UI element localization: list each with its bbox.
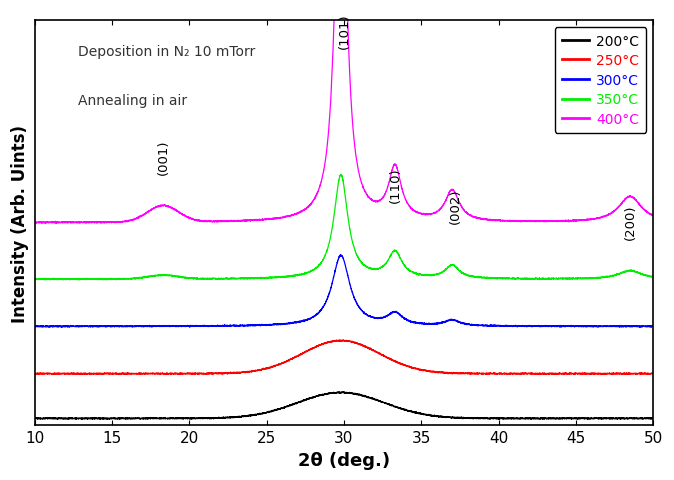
Legend: 200°C, 250°C, 300°C, 350°C, 400°C: 200°C, 250°C, 300°C, 350°C, 400°C	[555, 28, 646, 133]
Text: (001): (001)	[156, 139, 170, 175]
X-axis label: 2θ (deg.): 2θ (deg.)	[298, 451, 390, 469]
Text: (101): (101)	[338, 13, 350, 49]
Text: (110): (110)	[388, 168, 402, 203]
Text: Deposition in N₂ 10 mTorr: Deposition in N₂ 10 mTorr	[78, 45, 255, 59]
Text: (200): (200)	[623, 204, 636, 240]
Text: Annealing in air: Annealing in air	[78, 94, 187, 108]
Y-axis label: Intensity (Arb. Uints): Intensity (Arb. Uints)	[11, 124, 29, 322]
Text: (002): (002)	[449, 188, 462, 223]
